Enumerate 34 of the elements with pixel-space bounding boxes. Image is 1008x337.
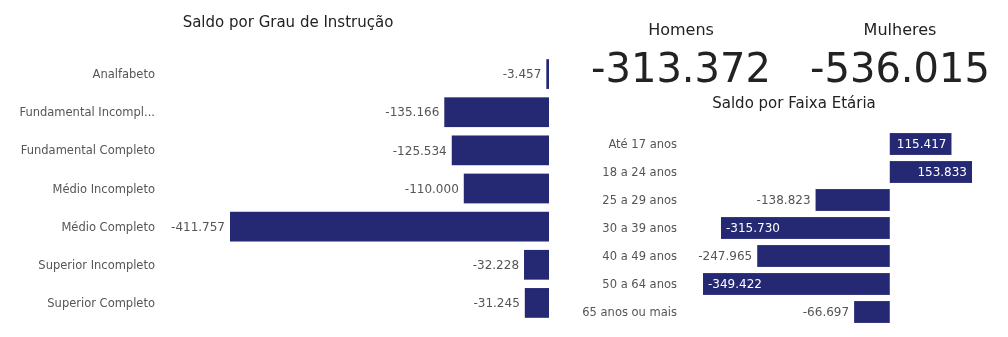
data-label: -247.965 <box>698 249 753 264</box>
y-tick-label: 40 a 49 anos <box>602 249 677 264</box>
y-tick-label: Até 17 anos <box>608 137 677 152</box>
y-tick-label: 18 a 24 anos <box>602 165 677 180</box>
data-label: -313.372 <box>591 45 771 91</box>
data-label: -3.457 <box>502 67 542 82</box>
y-tick-label: 65 anos ou mais <box>582 305 677 320</box>
data-label: -110.000 <box>404 181 459 196</box>
data-label: -66.697 <box>802 305 850 320</box>
data-label: -125.534 <box>392 143 447 158</box>
data-label: -411.757 <box>171 219 225 234</box>
y-tick-label: Fundamental Incompl... <box>19 105 155 120</box>
y-tick-label: Fundamental Completo <box>20 143 155 158</box>
data-label: -315.730 <box>726 221 780 236</box>
data-label: 153.833 <box>917 165 967 180</box>
y-tick-label: Médio Incompleto <box>52 181 155 196</box>
chart-title: Saldo por Grau de Instrução <box>182 13 394 31</box>
category-label: Homens <box>648 20 714 39</box>
y-tick-label: 30 a 39 anos <box>602 221 677 236</box>
y-tick-label: 25 a 29 anos <box>602 193 677 208</box>
data-label: 115.417 <box>896 137 947 152</box>
y-tick-label: Superior Incompleto <box>38 257 155 272</box>
data-label: -349.422 <box>708 277 762 292</box>
y-tick-label: Superior Completo <box>47 295 155 310</box>
data-label: -138.823 <box>756 193 811 208</box>
y-tick-label: Médio Completo <box>61 219 155 234</box>
data-label: -536.015 <box>810 45 990 91</box>
y-tick-label: 50 a 64 anos <box>602 277 677 292</box>
y-tick-label: Analfabeto <box>92 67 155 82</box>
data-label: -135.166 <box>385 105 440 120</box>
data-label: -32.228 <box>472 257 520 272</box>
category-label: Mulheres <box>863 20 937 39</box>
chart-title: Saldo por Faixa Etária <box>712 94 876 112</box>
data-label: -31.245 <box>473 296 520 311</box>
